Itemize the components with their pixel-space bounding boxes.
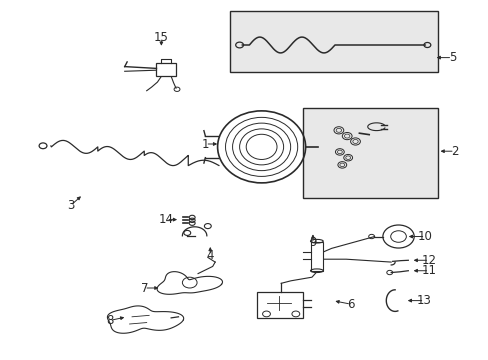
Bar	[256, 292, 303, 318]
Bar	[229, 11, 437, 72]
Polygon shape	[107, 306, 183, 333]
Text: 1: 1	[201, 138, 209, 150]
Text: 11: 11	[421, 264, 436, 277]
Text: 13: 13	[416, 294, 431, 307]
Text: 10: 10	[417, 230, 432, 243]
Bar	[303, 108, 437, 198]
Text: 12: 12	[421, 254, 436, 267]
Text: 9: 9	[308, 237, 316, 249]
Text: 15: 15	[154, 31, 168, 44]
Text: 7: 7	[140, 282, 148, 294]
Text: 4: 4	[206, 249, 214, 262]
Bar	[310, 242, 323, 271]
Polygon shape	[157, 272, 222, 294]
Text: 14: 14	[159, 213, 173, 226]
Bar	[156, 63, 176, 76]
Text: 5: 5	[447, 51, 455, 64]
Text: 8: 8	[106, 314, 114, 327]
Text: 2: 2	[450, 145, 458, 158]
Text: 6: 6	[346, 298, 354, 311]
Text: 3: 3	[67, 199, 75, 212]
